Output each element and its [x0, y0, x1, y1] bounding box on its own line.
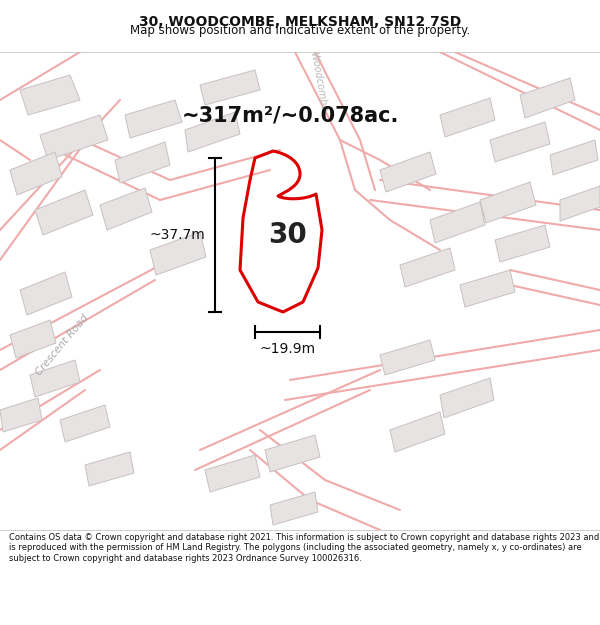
Polygon shape	[265, 435, 320, 472]
Text: Map shows position and indicative extent of the property.: Map shows position and indicative extent…	[130, 24, 470, 38]
Polygon shape	[440, 378, 494, 418]
Text: ~37.7m: ~37.7m	[149, 228, 205, 242]
Polygon shape	[495, 225, 550, 262]
Polygon shape	[100, 188, 152, 230]
Polygon shape	[205, 455, 260, 492]
Text: Crescent Road: Crescent Road	[34, 312, 90, 378]
Polygon shape	[520, 78, 575, 118]
Polygon shape	[380, 152, 436, 192]
Polygon shape	[35, 190, 93, 235]
Polygon shape	[30, 360, 80, 397]
Polygon shape	[115, 142, 170, 183]
Polygon shape	[150, 232, 206, 275]
Text: 30: 30	[269, 221, 307, 249]
Polygon shape	[185, 112, 240, 152]
Text: Contains OS data © Crown copyright and database right 2021. This information is : Contains OS data © Crown copyright and d…	[9, 533, 599, 562]
Polygon shape	[560, 186, 600, 221]
Polygon shape	[0, 398, 42, 432]
Polygon shape	[10, 152, 62, 195]
Polygon shape	[85, 452, 134, 486]
Polygon shape	[550, 140, 598, 175]
Polygon shape	[430, 202, 485, 243]
Text: 30, WOODCOMBE, MELKSHAM, SN12 7SD: 30, WOODCOMBE, MELKSHAM, SN12 7SD	[139, 14, 461, 29]
Polygon shape	[200, 70, 260, 105]
Text: ~317m²/~0.078ac.: ~317m²/~0.078ac.	[181, 105, 398, 125]
Text: Woodcombe: Woodcombe	[308, 51, 328, 113]
Polygon shape	[40, 115, 108, 160]
Polygon shape	[10, 320, 56, 358]
Polygon shape	[60, 405, 110, 442]
Polygon shape	[440, 98, 495, 137]
Polygon shape	[400, 248, 455, 287]
Text: ~19.9m: ~19.9m	[259, 342, 316, 356]
Polygon shape	[390, 412, 445, 452]
Polygon shape	[20, 272, 72, 315]
Polygon shape	[480, 182, 536, 223]
Polygon shape	[125, 100, 182, 138]
Polygon shape	[460, 270, 515, 307]
Polygon shape	[490, 122, 550, 162]
Polygon shape	[20, 75, 80, 115]
Polygon shape	[270, 492, 318, 525]
Polygon shape	[380, 340, 435, 375]
